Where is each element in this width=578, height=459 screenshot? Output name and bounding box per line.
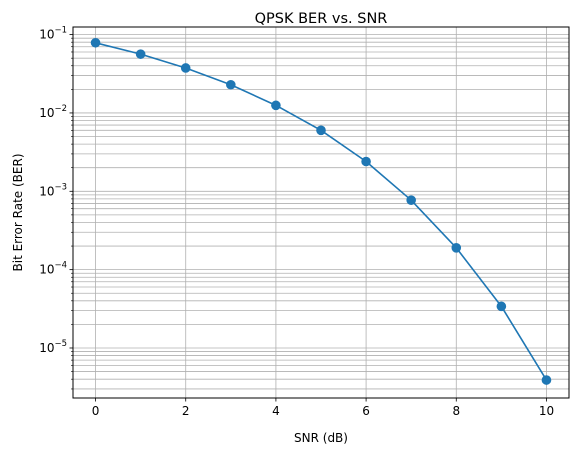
series-layer	[91, 38, 551, 384]
data-point-marker	[542, 376, 551, 385]
y-tick-label: 10−3	[39, 182, 67, 198]
data-point-marker	[136, 50, 145, 59]
major-grid	[73, 27, 569, 398]
data-point-marker	[452, 244, 461, 253]
y-tick-label: 10−2	[39, 104, 67, 120]
x-tick-label: 0	[92, 404, 100, 418]
plot-frame	[73, 27, 569, 398]
series-line	[96, 43, 547, 380]
x-tick-label: 8	[452, 404, 460, 418]
data-point-marker	[317, 126, 326, 135]
y-axis-ticks: 10−5 10−4 10−3 10−2 10−1	[39, 26, 73, 389]
minor-grid	[73, 38, 569, 389]
data-point-marker	[272, 101, 281, 110]
y-axis-label: Bit Error Rate (BER)	[11, 154, 25, 272]
chart-title: QPSK BER vs. SNR	[255, 11, 388, 27]
y-tick-label: 10−1	[39, 26, 67, 42]
y-tick-label: 10−4	[39, 261, 67, 277]
data-point-marker	[181, 64, 190, 73]
data-point-marker	[227, 80, 236, 89]
x-axis-ticks: 0 2 4 6 8 10	[92, 398, 554, 418]
data-point-marker	[407, 196, 416, 205]
x-tick-label: 2	[182, 404, 190, 418]
data-point-marker	[91, 38, 100, 47]
x-tick-label: 6	[362, 404, 370, 418]
data-point-marker	[362, 157, 371, 166]
x-axis-label: SNR (dB)	[294, 431, 348, 445]
y-tick-label: 10−5	[39, 339, 67, 355]
data-point-marker	[497, 302, 506, 311]
x-tick-label: 4	[272, 404, 280, 418]
x-tick-label: 10	[539, 404, 554, 418]
